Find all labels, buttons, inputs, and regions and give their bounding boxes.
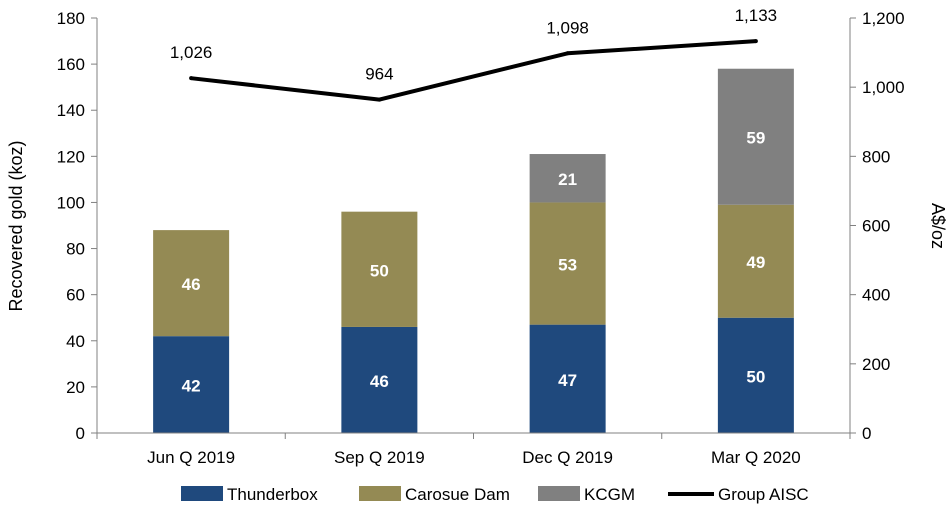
bar-value-label: 42: [182, 377, 201, 396]
aisc-line-layer: 1,026 964 1,098 1,133: [170, 6, 778, 102]
legend-swatch-kcgm: [538, 486, 580, 501]
bar-value-label: 53: [558, 256, 577, 275]
aisc-point: [377, 97, 382, 102]
x-tick-label: Dec Q 2019: [522, 448, 613, 467]
bar-value-label: 47: [558, 371, 577, 390]
bar-value-label: 21: [558, 170, 577, 189]
y2-tick-label: 1,000: [862, 78, 905, 97]
aisc-point: [753, 39, 758, 44]
legend-label-kcgm: KCGM: [584, 485, 635, 504]
y2-axis-title: A$/oz: [928, 203, 946, 249]
legend-swatch-carosue-dam: [359, 486, 401, 501]
aisc-value-label: 1,026: [170, 43, 213, 62]
bar-value-label: 59: [746, 129, 765, 148]
aisc-value-label: 1,133: [735, 6, 778, 25]
aisc-point: [565, 51, 570, 56]
aisc-value-label: 1,098: [546, 18, 589, 37]
y-tick-label: 40: [66, 332, 85, 351]
bar-carosue-dam: [341, 211, 418, 327]
x-tick-label: Sep Q 2019: [334, 448, 425, 467]
bar-carosue-dam: [529, 202, 606, 325]
y-axis-title: Recovered gold (koz): [6, 140, 26, 311]
y-tick-label: 160: [57, 55, 85, 74]
aisc-value-label: 964: [365, 65, 393, 84]
aisc-line: [190, 39, 757, 102]
y-tick-label: 80: [66, 240, 85, 259]
y-tick-label: 100: [57, 193, 85, 212]
y-tick-label: 180: [57, 9, 85, 28]
legend-label-carosue-dam: Carosue Dam: [405, 485, 510, 504]
x-tick-label: Jun Q 2019: [147, 448, 235, 467]
axes-layer: 0 20 40 60 80 100 120 140 160 180 0 200 400 600 800 1,0…: [57, 9, 905, 467]
y2-tick-label: 400: [862, 286, 890, 305]
y2-tick-label: 200: [862, 355, 890, 374]
y-tick-label: 60: [66, 286, 85, 305]
bar-thunderbox: [153, 336, 230, 433]
bars-layer: 42 46 46 50 47 53 21 50 49 59: [153, 68, 794, 433]
bar-carosue-dam: [717, 204, 794, 318]
y-tick-label: 140: [57, 101, 85, 120]
x-tick-label: Mar Q 2020: [711, 448, 801, 467]
y-tick-label: 0: [76, 424, 85, 443]
y2-tick-label: 0: [862, 424, 871, 443]
bar-value-label: 46: [370, 372, 389, 391]
bar-kcgm: [529, 154, 606, 203]
bar-thunderbox: [529, 324, 606, 433]
legend-swatch-thunderbox: [181, 486, 223, 501]
legend: Thunderbox Carosue Dam KCGM Group AISC: [181, 485, 809, 504]
legend-label-group-aisc: Group AISC: [718, 485, 809, 504]
bar-value-label: 49: [746, 253, 765, 272]
y2-tick-label: 800: [862, 147, 890, 166]
bar-value-label: 50: [370, 261, 389, 280]
y2-tick-label: 1,200: [862, 9, 905, 28]
bar-thunderbox: [717, 317, 794, 433]
y-tick-label: 20: [66, 378, 85, 397]
bar-value-label: 50: [746, 367, 765, 386]
bar-carosue-dam: [153, 230, 230, 337]
bar-kcgm: [717, 68, 794, 205]
y-tick-label: 120: [57, 147, 85, 166]
legend-label-thunderbox: Thunderbox: [227, 485, 318, 504]
aisc-point: [189, 76, 194, 81]
bar-value-label: 46: [182, 275, 201, 294]
bar-thunderbox: [341, 326, 418, 433]
y2-tick-label: 600: [862, 217, 890, 236]
